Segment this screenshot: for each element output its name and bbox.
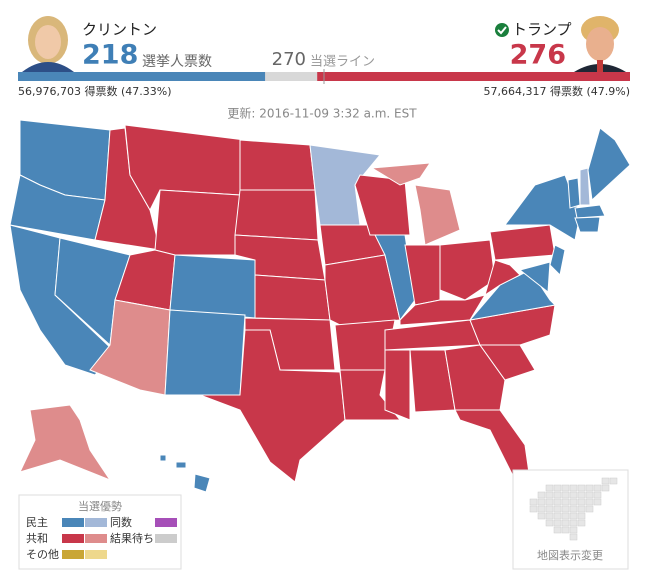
mini-tile: [601, 477, 610, 485]
mini-tile: [561, 519, 570, 527]
mini-tile: [585, 505, 594, 513]
legend-extra: 結果待ち: [110, 531, 154, 545]
mini-tile: [569, 491, 578, 499]
legend-extra: 同数: [110, 516, 132, 529]
legend-row: その他: [26, 548, 59, 561]
mini-tile: [553, 484, 562, 492]
mini-tile: [577, 519, 586, 527]
mini-tile: [577, 512, 586, 520]
mini-tile: [569, 526, 578, 534]
mini-tile: [561, 512, 570, 520]
left-votes: 218: [82, 40, 138, 71]
mini-tile: [553, 526, 562, 534]
mini-tile: [569, 512, 578, 520]
left-popular: 56,976,703 得票数 (47.33%): [18, 85, 172, 98]
mini-tile: [569, 505, 578, 513]
threshold-label: 当選ライン: [310, 55, 375, 70]
mini-tile: [553, 512, 562, 520]
mini-tile: [537, 498, 546, 506]
mini-tile: [601, 484, 610, 492]
mini-tile: [561, 484, 570, 492]
mini-tile: [577, 505, 586, 513]
mini-tile: [529, 505, 538, 513]
winner-check: [495, 23, 509, 37]
legend-row: 共和: [26, 532, 48, 545]
mini-grid: [529, 477, 618, 541]
right-bar: [317, 72, 630, 81]
mini-tile: [585, 498, 594, 506]
legend-title: 当選優勢: [78, 499, 122, 513]
mini-tile: [577, 491, 586, 499]
vote-bar: [18, 69, 630, 84]
mini-tile: [553, 498, 562, 506]
mini-tile: [585, 491, 594, 499]
mini-tile: [593, 491, 602, 499]
mini-tile: [585, 484, 594, 492]
mini-tile: [577, 484, 586, 492]
mini-tile: [569, 533, 578, 541]
mini-tile: [537, 491, 546, 499]
mini-tile: [545, 484, 554, 492]
legend-row: 民主: [26, 516, 48, 529]
mini-tile: [569, 519, 578, 527]
us-map[interactable]: [9, 119, 631, 493]
mini-tile: [593, 484, 602, 492]
clinton-photo: [20, 8, 76, 72]
mini-tile: [553, 491, 562, 499]
electoral-label: 選挙人票数: [142, 54, 212, 70]
mini-tile: [553, 519, 562, 527]
mini-tile: [537, 505, 546, 513]
mini-tile: [593, 498, 602, 506]
threshold-value: 270: [272, 49, 306, 70]
mini-tile: [569, 484, 578, 492]
mini-tile: [577, 498, 586, 506]
mini-tile: [545, 512, 554, 520]
mini-tile: [561, 526, 570, 534]
mini-tile: [553, 505, 562, 513]
mini-tile: [609, 477, 618, 485]
mini-tile: [545, 505, 554, 513]
right-popular: 57,664,317 得票数 (47.9%): [483, 85, 630, 98]
map-toggle[interactable]: 地図表示変更: [512, 469, 629, 570]
mini-tile: [561, 498, 570, 506]
mini-tile: [537, 512, 546, 520]
mini-tile: [545, 491, 554, 499]
updated: 更新: 2016-11-09 3:32 a.m. EST: [227, 106, 417, 121]
mini-tile: [561, 505, 570, 513]
trump-photo: [572, 8, 628, 72]
right-name: トランプ: [512, 21, 572, 39]
mini-tile: [569, 498, 578, 506]
mini-tile: [561, 491, 570, 499]
mini-tile: [545, 519, 554, 527]
mini-tile: [545, 498, 554, 506]
mini-tile: [529, 498, 538, 506]
left-name: クリントン: [82, 21, 157, 39]
left-bar: [18, 72, 266, 81]
toggle-label[interactable]: 地図表示変更: [537, 548, 603, 562]
legend: 当選優勢 民主 共和 その他 同数 結果待ち: [18, 494, 182, 570]
right-votes: 276: [510, 40, 566, 71]
